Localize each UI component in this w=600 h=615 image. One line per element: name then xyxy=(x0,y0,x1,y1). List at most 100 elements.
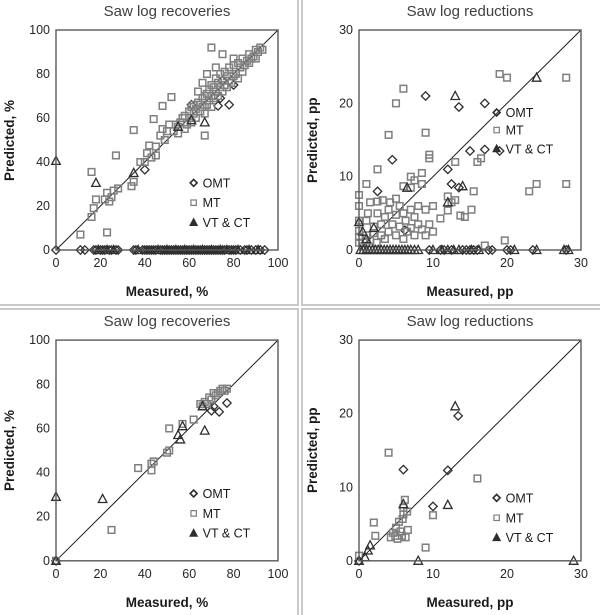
diamond-marker xyxy=(50,244,62,256)
legend-label: OMT xyxy=(506,106,534,120)
legend-label: MT xyxy=(203,507,221,521)
diamond-marker xyxy=(453,101,465,113)
series-vt-ct xyxy=(353,71,574,255)
scatter-plot-recoveries-validation: 0 20 40 60 80 100 0 20 40 60 80 100 OMT MT VT & CT xyxy=(29,333,288,581)
diamond-marker xyxy=(501,244,513,256)
square-marker xyxy=(399,182,408,191)
square-marker xyxy=(421,543,430,552)
diamond-marker xyxy=(172,244,184,256)
square-marker xyxy=(149,457,158,466)
square-marker xyxy=(202,69,212,79)
y-tick-label: 0 xyxy=(43,243,50,257)
diamond-marker xyxy=(387,154,398,165)
diamond-marker xyxy=(144,244,155,256)
x-tick-label: 10 xyxy=(426,567,440,581)
y-tick-label: 30 xyxy=(339,23,353,37)
square-marker xyxy=(129,177,138,186)
legend-label: OMT xyxy=(203,176,231,190)
y-tick-label: 80 xyxy=(36,377,50,391)
legend: OMT MT VT & CT xyxy=(189,487,251,541)
square-marker xyxy=(399,209,408,218)
plot-frame xyxy=(55,339,279,562)
x-tick-label: 60 xyxy=(182,567,196,581)
square-marker xyxy=(371,531,380,540)
diamond-marker xyxy=(235,244,246,256)
y-tick-label: 40 xyxy=(36,466,50,480)
diamond-marker xyxy=(420,90,431,102)
diamond-marker xyxy=(479,98,490,109)
square-marker xyxy=(145,141,154,150)
diamond-legend-icon xyxy=(492,493,502,503)
diamond-marker xyxy=(164,244,175,256)
y-tick-label: 20 xyxy=(36,199,50,213)
x-tick-label: 80 xyxy=(227,256,241,270)
square-marker xyxy=(207,102,216,112)
square-marker xyxy=(162,448,172,457)
diamond-legend-icon xyxy=(189,488,199,499)
square-marker xyxy=(151,151,160,160)
series-mt xyxy=(354,448,482,560)
diamond-marker xyxy=(464,145,476,157)
y-tick-label: 0 xyxy=(346,554,353,568)
square-marker xyxy=(142,149,152,158)
x-tick-label: 100 xyxy=(268,256,289,270)
square-marker xyxy=(428,227,438,236)
identity-line xyxy=(358,29,582,251)
diamond-marker xyxy=(442,465,453,476)
square-marker xyxy=(391,99,401,108)
square-marker xyxy=(502,73,512,82)
square-marker xyxy=(410,176,419,185)
square-marker xyxy=(76,230,85,239)
square-marker xyxy=(362,179,371,189)
x-tick-label: 30 xyxy=(574,256,588,270)
panel-recoveries-validation: Saw log recoveries Predicted, % 0 20 40 60 8… xyxy=(0,308,299,615)
square-marker xyxy=(391,210,401,219)
diamond-marker xyxy=(230,244,241,256)
x-axis-title: Measured, pp xyxy=(426,284,514,299)
square-marker xyxy=(233,74,243,83)
square-legend-icon xyxy=(190,199,197,207)
triangle-marker xyxy=(174,433,186,444)
square-marker xyxy=(162,127,172,136)
diamond-marker xyxy=(206,244,217,256)
square-marker xyxy=(421,128,430,137)
square-marker xyxy=(495,69,504,79)
triangle-legend-icon xyxy=(189,217,199,226)
triangle-marker xyxy=(398,498,409,509)
triangle-marker xyxy=(531,71,542,82)
square-marker xyxy=(180,124,189,134)
diamond-marker xyxy=(241,244,253,256)
diamond-marker xyxy=(181,244,193,256)
y-tick-label: 100 xyxy=(29,333,50,347)
x-tick-label: 40 xyxy=(138,567,152,581)
diamond-marker xyxy=(141,244,153,256)
square-marker xyxy=(216,386,225,395)
x-tick-label: 80 xyxy=(227,567,241,581)
square-marker xyxy=(354,226,364,235)
legend-label: VT & CT xyxy=(203,527,251,541)
square-marker xyxy=(373,197,382,206)
diamond-marker xyxy=(168,244,179,256)
diamond-marker xyxy=(527,244,539,256)
diamond-marker xyxy=(161,244,173,256)
y-tick-label: 10 xyxy=(339,170,353,184)
legend-label: MT xyxy=(506,124,524,138)
square-marker xyxy=(373,165,382,174)
y-tick-label: 20 xyxy=(36,510,50,524)
square-marker xyxy=(421,205,430,214)
diamond-marker xyxy=(186,244,197,256)
diamond-marker xyxy=(505,244,516,256)
square-marker xyxy=(258,45,267,54)
square-marker xyxy=(211,63,220,72)
diamond-marker xyxy=(424,244,435,256)
y-tick-label: 20 xyxy=(339,96,353,110)
diamond-marker xyxy=(453,410,464,422)
square-marker xyxy=(205,393,214,402)
square-marker xyxy=(218,50,227,59)
square-marker xyxy=(158,124,167,134)
plot-frame xyxy=(55,29,279,251)
diamond-marker xyxy=(79,244,90,256)
triangle-marker xyxy=(186,114,197,125)
diamond-marker xyxy=(90,244,102,256)
square-marker xyxy=(425,220,434,229)
